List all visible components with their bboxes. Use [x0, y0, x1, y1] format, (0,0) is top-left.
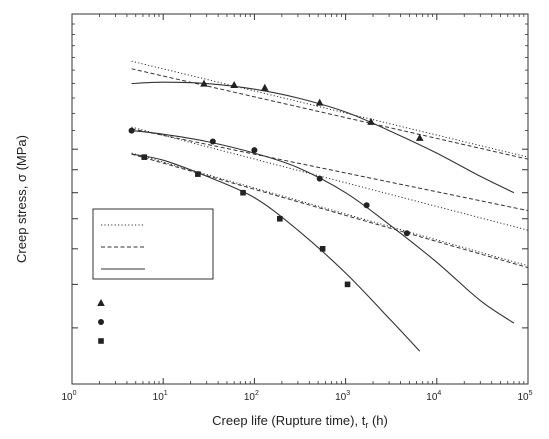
y-axis-label: Creep stress, σ (MPa)	[14, 135, 29, 263]
x-tick-label-base: 10	[517, 392, 529, 403]
x-tick-label-base: 10	[426, 392, 438, 403]
data-point-square	[195, 171, 201, 177]
x-tick-label-base: 10	[335, 392, 347, 403]
x-tick-label-exponent: 2	[255, 390, 259, 397]
series-line-dashed-704	[131, 153, 528, 269]
x-axis-label: Creep life (Rupture time), tr (h)	[212, 413, 388, 430]
data-point-square	[344, 281, 351, 288]
legend-marker-triangle	[97, 299, 105, 306]
x-axis-label-subscript: r	[365, 420, 368, 430]
plot-area	[128, 60, 528, 352]
plot-frame	[71, 13, 529, 385]
series-line-solid-704	[131, 153, 421, 352]
legend-marker-circle	[98, 319, 104, 325]
data-point-circle	[209, 138, 216, 145]
x-tick-label: 103	[335, 390, 350, 403]
data-point-triangle	[367, 117, 375, 125]
series-line-dotted-649	[131, 126, 528, 231]
x-tick-label: 104	[426, 390, 441, 403]
data-point-circle	[363, 202, 370, 209]
series-line-dashed-538	[131, 68, 528, 160]
data-point-circle	[251, 147, 258, 154]
data-point-square	[319, 246, 326, 252]
data-point-circle	[128, 127, 135, 134]
data-point-circle	[316, 175, 323, 182]
data-point-square	[277, 215, 283, 222]
axes: 100 101 102 103 104 105	[61, 13, 533, 403]
x-tick-label-exponent: 1	[164, 390, 168, 397]
data-point-square	[240, 189, 246, 196]
series-line-dashed-649	[131, 128, 528, 212]
x-tick-label-base: 10	[153, 392, 165, 403]
data-point-triangle	[230, 80, 238, 88]
x-tick-label-exponent: 5	[529, 390, 533, 397]
data-point-circle	[403, 230, 410, 237]
x-tick-label-base: 10	[244, 392, 256, 403]
x-tick-label: 100	[61, 390, 76, 403]
data-point-triangle	[200, 79, 208, 87]
legend-marker-square	[98, 338, 104, 344]
series-line-solid-538	[131, 81, 515, 194]
x-tick-label: 102	[244, 390, 259, 403]
data-point-triangle	[315, 98, 324, 106]
series-line-dotted-704	[131, 152, 528, 267]
x-tick-label-exponent: 0	[73, 390, 77, 397]
data-point-triangle	[260, 83, 269, 91]
data-point-triangle	[415, 133, 424, 141]
x-axis-label-unit: (h)	[368, 413, 388, 428]
x-tick-label: 105	[517, 390, 532, 403]
x-tick-label-exponent: 4	[437, 390, 441, 397]
x-tick-label-base: 10	[61, 392, 73, 403]
data-point-square	[141, 154, 148, 160]
x-axis-label-main: Creep life (Rupture time), t	[212, 413, 366, 428]
x-tick-label-exponent: 3	[346, 390, 350, 397]
legend-box	[92, 208, 214, 280]
legend	[92, 208, 214, 344]
x-tick-label: 101	[153, 390, 168, 403]
series-line-dotted-538	[131, 60, 528, 158]
